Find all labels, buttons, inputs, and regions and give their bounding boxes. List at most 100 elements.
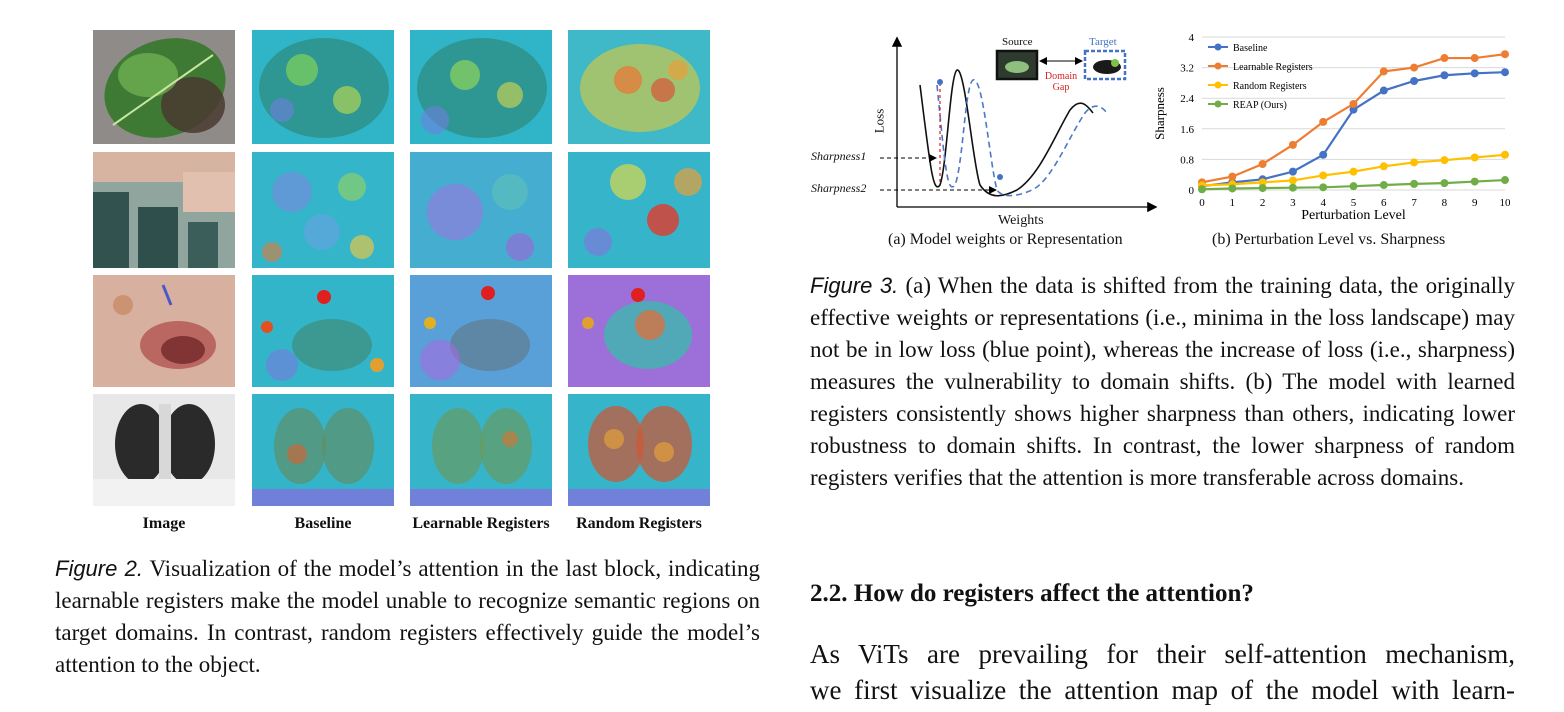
learnable-heatmap-leaf (410, 30, 552, 144)
weights-axis-label: Weights (998, 213, 1044, 228)
baseline-heatmap-xray (252, 394, 394, 506)
legend-marker (1214, 100, 1222, 108)
body-line-2: we first visualize the attention map of … (810, 675, 1515, 705)
figure-2-caption-text: Visualization of the model’s attention i… (55, 556, 761, 677)
sharpness2-label: Sharpness2 (811, 181, 867, 195)
data-point (1379, 86, 1388, 95)
data-point (1440, 54, 1449, 63)
data-point (1501, 176, 1509, 185)
random-heatmap-satellite (568, 152, 710, 268)
data-point (1228, 184, 1237, 193)
data-point (1501, 50, 1509, 59)
y-tick-label: 0.8 (1180, 154, 1194, 166)
column-label-baseline: Baseline (294, 515, 352, 532)
x-axis-label: Perturbation Level (1301, 208, 1406, 223)
data-point (1379, 162, 1388, 171)
y-tick-label: 0 (1189, 185, 1195, 197)
data-point (1349, 167, 1358, 176)
y-axis-label: Sharpness (1152, 87, 1167, 140)
x-tick-label: 9 (1472, 197, 1478, 209)
data-point (1470, 69, 1479, 78)
x-tick-label: 4 (1320, 197, 1326, 209)
legend-label: Random Registers (1233, 81, 1307, 92)
data-point (1288, 176, 1297, 185)
data-point (1258, 184, 1267, 193)
y-tick-label: 3.2 (1180, 63, 1194, 75)
source-label: Source (1002, 36, 1033, 48)
data-point (1501, 150, 1509, 159)
figure-3-caption: Figure 3. (a) When the data is shifted f… (810, 270, 1515, 494)
data-point (1379, 67, 1388, 76)
data-point (1470, 153, 1479, 162)
data-point (1501, 68, 1509, 77)
data-point (1258, 159, 1267, 168)
figure-3-tag: Figure 3. (810, 273, 899, 298)
section-body: As ViTs are prevailing for their self-at… (810, 636, 1515, 708)
loss-axis-label: Loss (871, 108, 887, 134)
figure-3b: 0 0.8 1.6 2.4 3.2 4 0 1 2 3 4 5 6 7 8 9 10 Perturbation L… (1150, 25, 1520, 255)
sharpness1-label: Sharpness1 (811, 149, 867, 163)
data-point (1228, 172, 1237, 181)
figure-2-caption: Figure 2. Visualization of the model’s a… (55, 553, 760, 681)
data-point (1349, 99, 1358, 108)
loss-curve-target (936, 79, 1108, 197)
learnable-heatmap-xray (410, 394, 552, 506)
blue-point-2 (997, 174, 1003, 180)
data-point (1470, 54, 1479, 63)
y-tick-label: 4 (1189, 32, 1195, 44)
legend-label: REAP (Ours) (1233, 100, 1287, 111)
legend-marker (1214, 81, 1222, 89)
baseline-heatmap-satellite (252, 152, 394, 268)
y-tick-label: 1.6 (1180, 124, 1194, 136)
data-point (1288, 167, 1297, 176)
loss-curve-source (919, 69, 1094, 197)
data-point (1410, 76, 1419, 85)
section-heading: 2.2. How do registers affect the attenti… (810, 580, 1254, 607)
image-skin-lesion (93, 275, 235, 387)
data-point (1470, 177, 1479, 186)
data-point (1349, 182, 1358, 191)
x-tick-label: 5 (1351, 197, 1357, 209)
sharpness-line-chart: 0 0.8 1.6 2.4 3.2 4 0 1 2 3 4 5 6 7 8 9 10 Perturbation L… (1152, 32, 1511, 223)
legend-marker (1214, 62, 1222, 70)
baseline-heatmap-skin (252, 275, 394, 387)
data-point (1288, 183, 1297, 192)
data-point (1319, 183, 1328, 192)
data-point (1319, 171, 1328, 180)
column-label-random: Random Registers (576, 515, 702, 532)
data-point (1319, 117, 1328, 126)
column-label-image: Image (142, 515, 186, 532)
figure-2-tag: Figure 2. (55, 556, 143, 581)
learnable-heatmap-satellite (410, 152, 552, 268)
x-tick-label: 7 (1411, 197, 1417, 209)
x-tick-label: 1 (1230, 197, 1236, 209)
figure-3a: Loss Weights Sharpness1 Sharpness2 Sourc… (805, 25, 1165, 255)
random-heatmap-leaf (568, 30, 710, 144)
figure-3a-caption: (a) Model weights or Representation (888, 231, 1123, 248)
data-point (1440, 71, 1449, 80)
image-leaf (93, 30, 235, 144)
data-point (1410, 63, 1419, 72)
data-point (1440, 179, 1449, 188)
data-point (1288, 140, 1297, 149)
y-tick-label: 2.4 (1180, 93, 1194, 105)
data-point (1258, 178, 1267, 187)
figure-2: Image Baseline Learnable Registers Rando… (0, 0, 780, 712)
x-tick-label: 3 (1290, 197, 1296, 209)
data-point (1410, 158, 1419, 167)
data-point (1379, 181, 1388, 190)
random-heatmap-xray (568, 394, 710, 506)
x-tick-label: 6 (1381, 197, 1387, 209)
domain-gap-label: Domain Gap (1044, 71, 1078, 93)
data-point (1410, 179, 1419, 188)
learnable-heatmap-skin (410, 275, 552, 387)
data-point (1319, 150, 1328, 159)
target-label: Target (1089, 36, 1117, 48)
x-tick-label: 2 (1260, 197, 1266, 209)
baseline-heatmap-leaf (252, 30, 394, 144)
data-point (1198, 185, 1206, 194)
legend-label: Baseline (1233, 43, 1268, 54)
data-point (1349, 105, 1358, 114)
x-tick-label: 8 (1442, 197, 1448, 209)
data-point (1440, 156, 1449, 165)
